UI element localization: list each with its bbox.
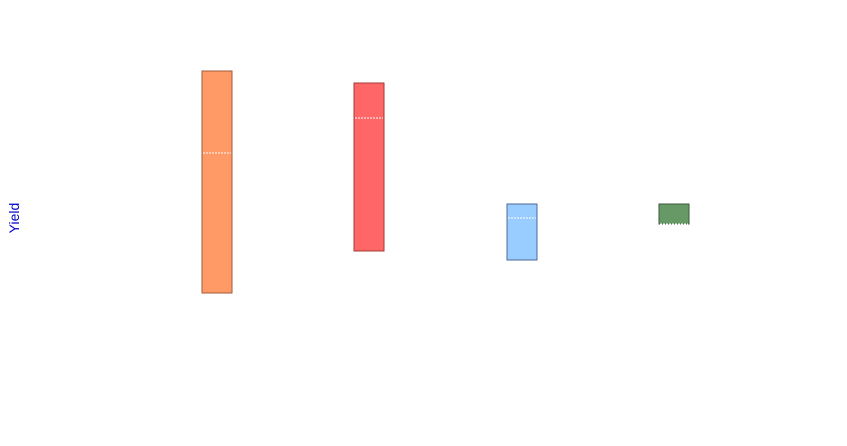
box-3 [506, 203, 538, 261]
box-1 [201, 70, 233, 294]
boxes-group [201, 70, 690, 294]
box-4 [658, 203, 690, 225]
box-2 [353, 82, 385, 252]
y-axis-label: Yield [6, 203, 22, 234]
